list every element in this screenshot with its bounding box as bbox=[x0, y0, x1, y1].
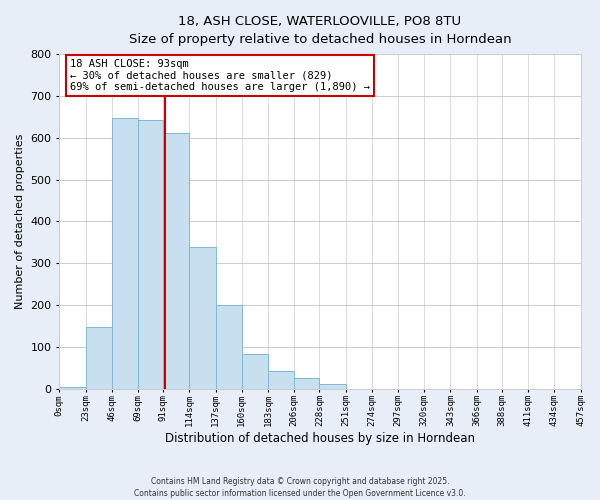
Bar bbox=[294, 378, 319, 388]
Bar bbox=[215, 306, 242, 388]
Bar bbox=[190, 247, 215, 388]
Bar bbox=[138, 120, 163, 388]
X-axis label: Distribution of detached houses by size in Horndean: Distribution of detached houses by size … bbox=[165, 432, 475, 445]
Bar bbox=[112, 118, 138, 388]
Text: 18 ASH CLOSE: 93sqm
← 30% of detached houses are smaller (829)
69% of semi-detac: 18 ASH CLOSE: 93sqm ← 30% of detached ho… bbox=[70, 59, 370, 92]
Bar bbox=[86, 327, 112, 388]
Bar bbox=[242, 354, 268, 388]
Text: Contains HM Land Registry data © Crown copyright and database right 2025.
Contai: Contains HM Land Registry data © Crown c… bbox=[134, 476, 466, 498]
Bar bbox=[163, 133, 190, 388]
Bar bbox=[268, 371, 294, 388]
Title: 18, ASH CLOSE, WATERLOOVILLE, PO8 8TU
Size of property relative to detached hous: 18, ASH CLOSE, WATERLOOVILLE, PO8 8TU Si… bbox=[128, 15, 511, 46]
Bar bbox=[59, 386, 86, 388]
Y-axis label: Number of detached properties: Number of detached properties bbox=[15, 134, 25, 309]
Bar bbox=[319, 384, 346, 388]
